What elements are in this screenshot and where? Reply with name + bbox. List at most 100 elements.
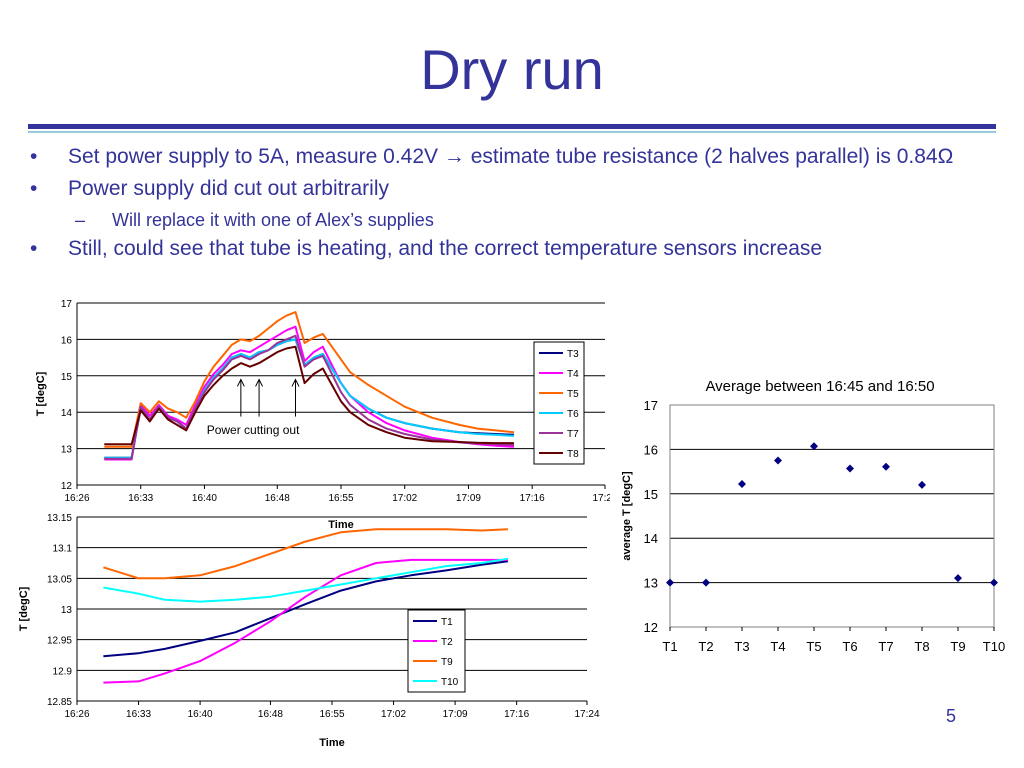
x-tick-label: T4 [770, 639, 785, 654]
legend-label: T3 [567, 349, 579, 360]
series-line-t5 [104, 311, 515, 448]
bullet-item: • Still, could see that tube is heating,… [30, 238, 1005, 260]
y-tick-label: 13 [61, 605, 73, 616]
series-line-t9 [103, 528, 508, 580]
x-tick-label: 17:16 [504, 709, 529, 720]
page-number: 5 [946, 706, 957, 726]
x-tick-label: 17:24 [574, 709, 599, 720]
y-tick-label: 13.15 [47, 513, 72, 524]
data-point-t1 [666, 578, 674, 587]
legend-box [407, 609, 466, 693]
y-tick-label: 17 [61, 299, 73, 310]
x-tick-label: 17:09 [443, 709, 468, 720]
x-tick-label: 16:55 [319, 709, 344, 720]
x-tick-label: T7 [878, 639, 893, 654]
data-point-t5 [810, 442, 818, 451]
x-axis-title: Time [319, 737, 344, 749]
y-tick-label: 12.95 [47, 636, 72, 647]
y-tick-label: 13.05 [47, 574, 72, 585]
annotation-text: Power cutting out [207, 423, 300, 437]
x-tick-label: T5 [806, 639, 821, 654]
series-line-t8 [104, 345, 514, 446]
x-tick-label: 17:09 [456, 493, 481, 504]
y-axis-title: T [degC] [18, 586, 30, 631]
legend-label: T6 [567, 409, 579, 420]
y-tick-label: 13.1 [53, 544, 73, 555]
x-axis-title: Time [328, 519, 353, 531]
x-tick-label: 16:55 [328, 493, 353, 504]
slide-title: Dry run [420, 38, 604, 101]
x-tick-label: T9 [950, 639, 965, 654]
bullet-marker: • [30, 145, 38, 168]
x-tick-label: 16:48 [265, 493, 290, 504]
data-point-t7 [882, 462, 890, 471]
y-tick-label: 16 [61, 335, 73, 346]
x-tick-label: 16:40 [188, 709, 213, 720]
bullet-marker: • [30, 177, 38, 200]
y-tick-label: 12 [61, 481, 73, 492]
data-point-t9 [954, 574, 962, 583]
x-tick-label: T8 [914, 639, 929, 654]
annotation-arrow-head [291, 378, 300, 387]
y-tick-label: 16 [644, 442, 658, 457]
data-point-t3 [738, 480, 746, 489]
y-tick-label: 14 [61, 408, 73, 419]
bullet-marker: – [75, 210, 86, 230]
series-line-t4 [104, 325, 515, 461]
x-tick-label: 16:33 [126, 709, 151, 720]
annotation-arrow-head [236, 378, 245, 387]
y-tick-label: 12.9 [53, 666, 73, 677]
temperature-chart-t1-t10: 12.85 12.9 12.95 13 13.05 13.1 13.15 16:26 16:33… [18, 513, 600, 749]
legend-label: T1 [441, 617, 453, 628]
legend-label: T5 [567, 389, 579, 400]
data-point-t8 [918, 480, 926, 489]
bullet-text: Set power supply to 5A, measure 0.42V → … [68, 145, 954, 168]
bullet-text: Power supply did cut out arbitrarily [68, 177, 389, 200]
legend-label: T2 [441, 637, 453, 648]
y-tick-label: 12 [644, 620, 658, 635]
y-tick-label: 13 [61, 445, 73, 456]
x-tick-label: T1 [662, 639, 677, 654]
average-temperature-chart: Average between 16:45 and 16:50 12 13 14 15 1… [621, 378, 1005, 654]
data-point-t2 [702, 578, 710, 587]
x-tick-label: 16:40 [192, 493, 217, 504]
x-tick-label: T2 [698, 639, 713, 654]
x-tick-label: T10 [983, 639, 1005, 654]
data-point-t4 [774, 456, 782, 465]
bullet-marker: • [30, 237, 38, 260]
series-line-t1 [103, 560, 509, 658]
sub-bullet-item: – Will replace it with one of Alex’s sup… [30, 210, 1005, 230]
x-tick-label: 16:33 [128, 493, 153, 504]
legend-label: T9 [441, 657, 453, 668]
x-tick-label: 16:26 [64, 709, 89, 720]
bullet-list: • Set power supply to 5A, measure 0.42V … [30, 146, 1005, 270]
x-tick-label: 16:48 [258, 709, 283, 720]
bullet-item: • Set power supply to 5A, measure 0.42V … [30, 146, 1005, 168]
y-axis-title: T [degC] [35, 371, 47, 416]
x-tick-label: 17:16 [520, 493, 545, 504]
y-tick-label: 17 [644, 398, 658, 413]
x-tick-label: T3 [734, 639, 749, 654]
y-tick-label: 13 [644, 576, 658, 591]
y-tick-label: 14 [644, 531, 658, 546]
x-tick-label: 17:02 [381, 709, 406, 720]
bullet-text: Still, could see that tube is heating, a… [68, 237, 823, 260]
legend-label: T7 [567, 429, 579, 440]
y-tick-label: 12.85 [47, 697, 72, 708]
series-line-t2 [103, 558, 508, 684]
legend-label: T8 [567, 449, 579, 460]
temperature-chart-t3-t8: 12 13 14 15 16 17 16:26 16:33 16:40 16:48 16:55 17:… [35, 299, 610, 531]
x-tick-label: T6 [842, 639, 857, 654]
bullet-item: • Power supply did cut out arbitrarily [30, 178, 1005, 200]
series-line-t10 [103, 557, 509, 603]
title-rule [28, 124, 996, 129]
data-point-t6 [846, 464, 854, 473]
title-rule-light [28, 131, 996, 133]
y-tick-label: 15 [61, 372, 73, 383]
x-tick-label: 16:26 [64, 493, 89, 504]
legend-label: T10 [441, 677, 459, 688]
legend-box [533, 341, 585, 465]
plot-area [669, 404, 995, 628]
annotation-arrow-head [255, 378, 264, 387]
series-line-t7 [104, 334, 515, 460]
